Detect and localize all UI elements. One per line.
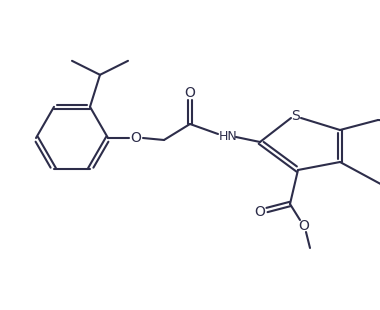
Text: S: S (291, 109, 300, 123)
Text: HN: HN (219, 130, 238, 143)
Text: O: O (299, 219, 309, 233)
Text: O: O (131, 131, 141, 145)
Text: O: O (255, 205, 266, 219)
Text: O: O (185, 86, 195, 100)
